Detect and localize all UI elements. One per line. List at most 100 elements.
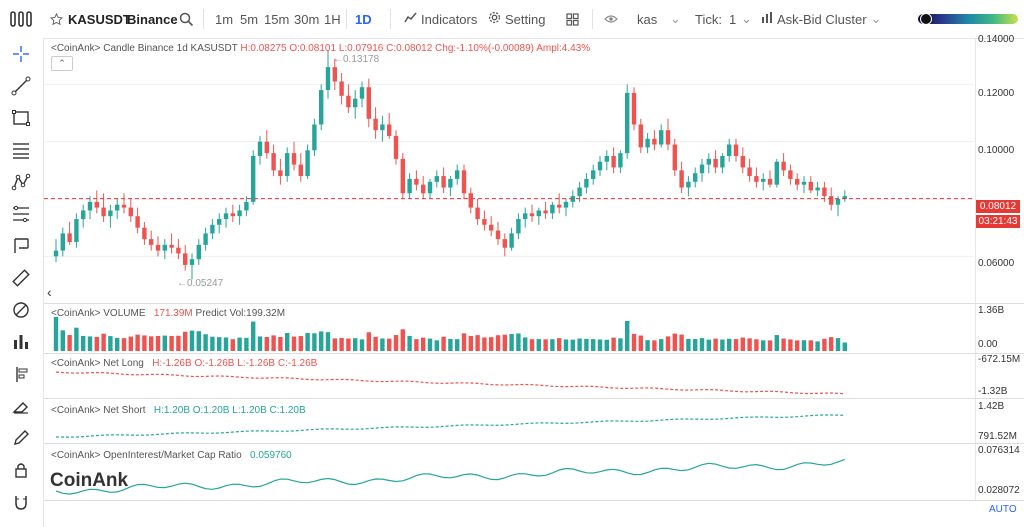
price-axis[interactable] bbox=[975, 39, 1024, 303]
candle-body bbox=[271, 153, 276, 171]
volume-bar bbox=[475, 335, 480, 351]
trendline-icon[interactable] bbox=[9, 74, 33, 98]
candle-body bbox=[128, 207, 133, 217]
tick-value[interactable]: 1 bbox=[729, 11, 737, 27]
brush-icon[interactable] bbox=[9, 234, 33, 258]
net-short-axis[interactable] bbox=[975, 399, 1024, 443]
setting-button[interactable]: Setting bbox=[488, 0, 545, 38]
candle-body bbox=[230, 213, 235, 217]
volume-bar bbox=[502, 334, 507, 351]
eraser-icon[interactable] bbox=[9, 394, 33, 418]
indicators-button[interactable]: Indicators bbox=[404, 0, 477, 38]
volume-bar bbox=[217, 337, 222, 351]
auto-scale-button[interactable]: AUTO bbox=[989, 504, 1017, 515]
volume-bar bbox=[645, 340, 650, 351]
volume-bar bbox=[461, 333, 467, 351]
lock-icon[interactable] bbox=[9, 458, 33, 482]
volume-bar bbox=[176, 335, 181, 351]
volume-bar bbox=[319, 331, 324, 351]
candle-body bbox=[754, 176, 759, 182]
volume-value: 171.39M bbox=[153, 308, 193, 319]
volume-bar bbox=[81, 335, 86, 351]
candle-body bbox=[427, 181, 433, 194]
candle-body bbox=[720, 156, 725, 168]
candle-body bbox=[325, 67, 331, 91]
candle-panel[interactable] bbox=[44, 39, 974, 303]
volume-bar bbox=[550, 339, 555, 351]
interval-1d-active[interactable]: 1D bbox=[355, 11, 372, 27]
interval-15m[interactable]: 15m bbox=[264, 11, 290, 27]
symbol-name[interactable]: KASUSDT bbox=[68, 11, 131, 27]
interval-30m[interactable]: 30m bbox=[294, 11, 320, 27]
fib-icon[interactable] bbox=[9, 202, 33, 226]
candle-body bbox=[693, 173, 698, 182]
pane-divider[interactable] bbox=[44, 353, 1024, 354]
candle-body bbox=[196, 244, 201, 260]
interval-5m[interactable]: 5m bbox=[240, 11, 259, 27]
net-long-axis[interactable] bbox=[975, 354, 1024, 398]
volume-bar bbox=[767, 340, 773, 351]
net-short-panel[interactable] bbox=[44, 399, 974, 443]
volume-bar bbox=[808, 340, 813, 351]
parallel-lines-icon[interactable] bbox=[9, 138, 33, 162]
pane-divider[interactable] bbox=[44, 443, 1024, 444]
volume-bar bbox=[325, 332, 331, 351]
oi-ratio-panel[interactable] bbox=[44, 444, 974, 500]
candle-body bbox=[121, 204, 127, 208]
ruler-icon[interactable] bbox=[9, 266, 33, 290]
rectangle-icon[interactable] bbox=[9, 106, 33, 130]
pane-divider[interactable] bbox=[44, 303, 1024, 304]
candle-body bbox=[733, 144, 739, 156]
candle-body bbox=[516, 219, 521, 234]
volume-bar bbox=[373, 336, 378, 351]
pattern-icon[interactable] bbox=[9, 170, 33, 194]
candle-body bbox=[842, 196, 847, 199]
candle-body bbox=[631, 92, 637, 125]
oi-ratio-axis[interactable] bbox=[975, 444, 1024, 500]
star-icon[interactable] bbox=[50, 0, 63, 38]
volume-panel[interactable] bbox=[44, 304, 974, 353]
volume-bar bbox=[210, 336, 215, 351]
candle-body bbox=[387, 124, 392, 136]
magnet-u-icon[interactable] bbox=[9, 490, 33, 514]
pencil-icon[interactable] bbox=[9, 426, 33, 450]
candle-body bbox=[87, 201, 93, 211]
bar-chart-icon[interactable] bbox=[9, 330, 33, 354]
candlestick-chart[interactable] bbox=[44, 39, 974, 303]
crosshair-icon[interactable] bbox=[9, 42, 33, 66]
candle-body bbox=[801, 181, 807, 185]
grid-icon[interactable] bbox=[566, 0, 579, 38]
pane-divider[interactable] bbox=[44, 398, 1024, 399]
candle-body bbox=[495, 230, 501, 240]
eye-icon[interactable] bbox=[604, 0, 618, 38]
candle-body bbox=[353, 98, 358, 108]
anchor-icon[interactable] bbox=[9, 362, 33, 386]
interval-1h[interactable]: 1H bbox=[324, 11, 341, 27]
volume-bar bbox=[400, 329, 405, 351]
chevron-down-icon[interactable]: ⌄ bbox=[741, 11, 752, 26]
scroll-left-icon[interactable]: ‹ bbox=[47, 284, 52, 300]
volume-bar bbox=[74, 327, 79, 351]
volume-bar bbox=[407, 335, 412, 351]
volume-axis[interactable] bbox=[975, 304, 1024, 353]
volume-bar bbox=[788, 339, 793, 351]
volume-bar bbox=[108, 336, 113, 351]
volume-bar bbox=[414, 339, 419, 351]
candle-body bbox=[475, 207, 480, 220]
search-icon[interactable] bbox=[179, 0, 194, 38]
net-short-line bbox=[55, 414, 845, 438]
ask-bid-cluster-button[interactable]: Ask-Bid Cluster ⌄ bbox=[761, 0, 881, 38]
interval-1m[interactable]: 1m bbox=[215, 11, 234, 27]
candle-body bbox=[217, 219, 222, 225]
collapse-legend-button[interactable]: ⌃ bbox=[51, 56, 73, 71]
candle-body bbox=[298, 164, 303, 177]
search-input[interactable]: kas bbox=[637, 11, 658, 27]
layout-icon[interactable] bbox=[10, 0, 32, 38]
heatmap-gradient-slider[interactable] bbox=[918, 0, 1018, 38]
volume-bar bbox=[659, 339, 664, 351]
chevron-down-icon[interactable]: ⌄ bbox=[670, 11, 681, 26]
magnet-icon[interactable] bbox=[9, 298, 33, 322]
candle-body bbox=[359, 87, 365, 99]
net-long-panel[interactable] bbox=[44, 354, 974, 398]
volume-title: VOLUME bbox=[103, 308, 146, 319]
